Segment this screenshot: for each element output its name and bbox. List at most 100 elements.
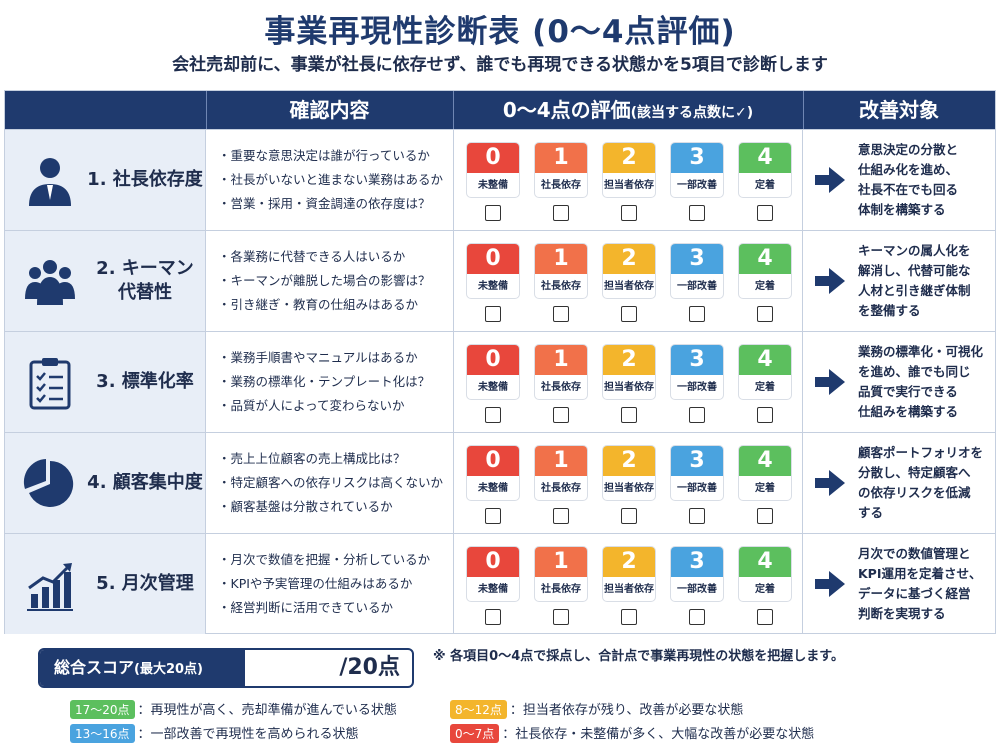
check-item: ・特定顧客への依存リスクは高くないか: [218, 475, 444, 490]
score-checkbox[interactable]: [621, 306, 637, 322]
legend-range: 17〜20点: [70, 700, 135, 719]
total-score-value[interactable]: /20点: [339, 655, 400, 680]
row-label: 1. 社長依存度: [87, 168, 203, 190]
score-number: 4: [739, 143, 791, 173]
improvement-target: キーマンの属人化を 解消し、代替可能な 人材と引き継ぎ体制 を整備する: [858, 243, 971, 318]
score-number: 3: [671, 244, 723, 274]
score-checkbox[interactable]: [621, 407, 637, 423]
diagnosis-table: 確認内容 0〜4点の評価(該当する点数に✓) 改善対象 1. 社長依存度 ・重要…: [4, 90, 996, 634]
header-improve: 改善対象: [859, 98, 939, 122]
score-label: 社長依存: [541, 281, 581, 292]
bar-chart-icon: [23, 558, 77, 612]
score-option-1: 1 社長依存: [534, 445, 588, 524]
score-checkbox[interactable]: [621, 609, 637, 625]
score-checkbox[interactable]: [621, 205, 637, 221]
score-option-3: 3 一部改善: [670, 243, 724, 322]
score-option-1: 1 社長依存: [534, 546, 588, 625]
table-header: 確認内容 0〜4点の評価(該当する点数に✓) 改善対象: [5, 91, 995, 129]
score-label: 担当者依存: [604, 180, 654, 191]
check-item: ・品質が人によって変わらないか: [218, 398, 405, 413]
score-checkbox[interactable]: [757, 205, 773, 221]
page-title: 事業再現性診断表 (0〜4点評価): [264, 14, 736, 50]
score-checkbox[interactable]: [689, 508, 705, 524]
score-label: 担当者依存: [604, 281, 654, 292]
table-row: 4. 顧客集中度 ・売上上位顧客の売上構成比は？ ・特定顧客への依存リスクは高く…: [5, 432, 995, 533]
score-label: 定着: [755, 281, 775, 292]
score-checkbox[interactable]: [757, 407, 773, 423]
row-header: 4. 顧客集中度: [5, 433, 206, 533]
score-checkbox[interactable]: [553, 205, 569, 221]
score-label: 定着: [755, 584, 775, 595]
score-number: 1: [535, 446, 587, 476]
score-number: 3: [671, 143, 723, 173]
score-options: 0 未整備 1 社長依存 2 担当者依存 3 一部改善: [453, 433, 803, 533]
score-number: 2: [603, 446, 655, 476]
score-checkbox[interactable]: [485, 407, 501, 423]
scoring-note: ※ 各項目0〜4点で採点し、合計点で事業再現性の状態を把握します。: [433, 649, 844, 664]
score-label: 社長依存: [541, 180, 581, 191]
score-checkbox[interactable]: [757, 609, 773, 625]
row-label: 4. 顧客集中度: [87, 471, 203, 493]
score-number: 0: [467, 345, 519, 375]
score-option-0: 0 未整備: [466, 445, 520, 524]
score-label: 未整備: [478, 483, 508, 494]
total-score-box: 総合スコア(最大20点) /20点: [38, 648, 414, 688]
score-checkbox[interactable]: [553, 609, 569, 625]
legend-item-high: 17〜20点 ：再現性が高く、売却準備が進んでいる状態: [70, 699, 397, 719]
score-label: 一部改善: [677, 281, 717, 292]
score-option-1: 1 社長依存: [534, 142, 588, 221]
row-label: 5. 月次管理: [96, 572, 194, 594]
score-number: 1: [535, 547, 587, 577]
check-item: ・顧客基盤は分散されているか: [218, 499, 393, 514]
score-label: 未整備: [478, 180, 508, 191]
header-score-main: 0〜4点の評価: [502, 98, 631, 122]
score-checkbox[interactable]: [689, 609, 705, 625]
score-checkbox[interactable]: [553, 407, 569, 423]
check-item: ・経営判断に活用できているか: [218, 600, 394, 615]
score-checkbox[interactable]: [553, 306, 569, 322]
score-label: 担当者依存: [604, 382, 654, 393]
check-item: ・KPIや予実管理の仕組みはあるか: [218, 576, 413, 591]
arrow-right-icon: [815, 167, 845, 193]
score-options: 0 未整備 1 社長依存 2 担当者依存 3 一部改善: [453, 534, 803, 634]
score-options: 0 未整備 1 社長依存 2 担当者依存 3 一部改善: [453, 231, 803, 331]
score-checkbox[interactable]: [757, 306, 773, 322]
score-checkbox[interactable]: [485, 609, 501, 625]
table-row: 1. 社長依存度 ・重要な意思決定は誰が行っているか ・社長がいないと進まない業…: [5, 129, 995, 230]
header-score: 0〜4点の評価(該当する点数に✓): [453, 91, 803, 129]
total-score-label: 総合スコア(最大20点): [40, 650, 245, 686]
check-item: ・社長がいないと進まない業務はあるか: [218, 172, 444, 187]
header-score-sub: (該当する点数に✓): [630, 105, 754, 121]
score-number: 3: [671, 345, 723, 375]
score-checkbox[interactable]: [621, 508, 637, 524]
check-item: ・各業務に代替できる人はいるか: [218, 249, 406, 264]
score-checkbox[interactable]: [485, 306, 501, 322]
score-label: 未整備: [478, 281, 508, 292]
checklist-icon: [23, 356, 77, 410]
score-option-3: 3 一部改善: [670, 344, 724, 423]
score-number: 3: [671, 446, 723, 476]
score-number: 2: [603, 547, 655, 577]
legend-range: 8〜12点: [450, 700, 507, 719]
score-checkbox[interactable]: [553, 508, 569, 524]
score-checkbox[interactable]: [485, 508, 501, 524]
score-checkbox[interactable]: [757, 508, 773, 524]
arrow-right-icon: [815, 369, 845, 395]
person-icon: [23, 154, 77, 208]
legend-item-mid-low: 8〜12点 ：担当者依存が残り、改善が必要な状態: [450, 699, 743, 719]
score-checkbox[interactable]: [689, 407, 705, 423]
score-label: 一部改善: [677, 584, 717, 595]
score-checkbox[interactable]: [689, 306, 705, 322]
score-checkbox[interactable]: [485, 205, 501, 221]
score-label: 未整備: [478, 382, 508, 393]
improvement-target: 月次での数値管理と KPI運用を定着させ、 データに基づく経営 判断を実現する: [858, 546, 982, 621]
legend-item-low: 0〜7点 ：社長依存・未整備が多く、大幅な改善が必要な状態: [450, 723, 814, 743]
row-label: 2. キーマン 代替性: [96, 257, 194, 303]
score-option-0: 0 未整備: [466, 243, 520, 322]
score-label: 定着: [755, 483, 775, 494]
check-list: ・月次で数値を把握・分析しているか ・KPIや予実管理の仕組みはあるか ・経営判…: [218, 548, 453, 620]
score-checkbox[interactable]: [689, 205, 705, 221]
arrow-right-icon: [815, 571, 845, 597]
score-label: 社長依存: [541, 584, 581, 595]
score-number: 2: [603, 143, 655, 173]
